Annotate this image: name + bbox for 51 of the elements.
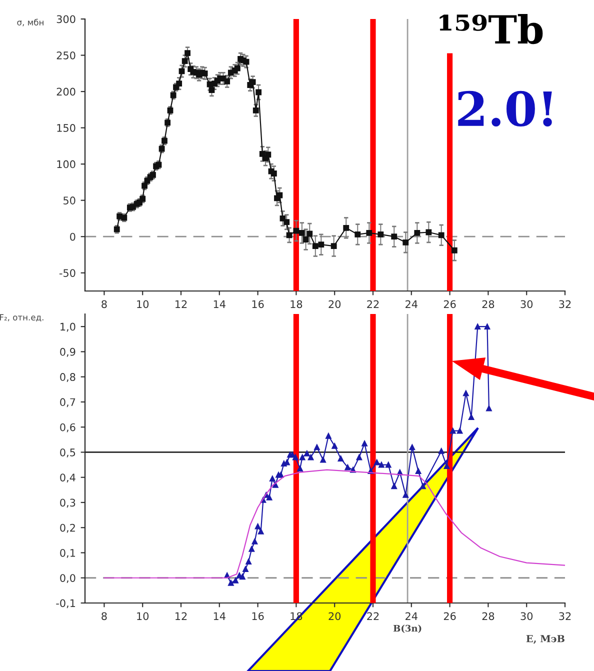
y-tick-label: 1,0 bbox=[60, 322, 76, 332]
y-tick-label: 0,6 bbox=[60, 423, 76, 432]
y-tick-label: 0,3 bbox=[60, 498, 76, 508]
x-tick-label: 28 bbox=[482, 612, 494, 620]
y-tick-label: 200 bbox=[56, 88, 76, 96]
y-tick-label: 0 bbox=[70, 232, 76, 241]
y-tick-label: 0,7 bbox=[60, 398, 76, 408]
y-tick-label: 100 bbox=[57, 160, 76, 168]
x-axis-title: E, МэВ bbox=[526, 635, 564, 644]
y-axis-title: F₂, отн.ед. bbox=[0, 314, 44, 322]
x-tick-label: 16 bbox=[252, 612, 264, 620]
x-tick-label: 20 bbox=[328, 300, 341, 308]
x-tick-label: 16 bbox=[252, 300, 264, 308]
y-tick-label: 50 bbox=[64, 196, 76, 204]
x-tick-label: 8 bbox=[102, 612, 107, 620]
y-tick-label: -50 bbox=[59, 269, 76, 277]
x-tick-label: 32 bbox=[559, 612, 571, 620]
x-tick-label: 14 bbox=[214, 612, 226, 620]
x-tick-label: 18 bbox=[290, 300, 302, 308]
x-tick-label: 10 bbox=[137, 612, 149, 620]
x-tick-label: 28 bbox=[482, 300, 494, 308]
y-tick-label: 0,1 bbox=[60, 548, 76, 558]
ref-line-label: B(3n) bbox=[393, 624, 422, 633]
y-tick-label: 0,9 bbox=[60, 348, 76, 357]
x-tick-label: 20 bbox=[328, 612, 341, 620]
annotation: 2.0! bbox=[458, 90, 552, 127]
chart-title: ¹⁵⁹Tb bbox=[440, 14, 543, 44]
x-tick-label: 8 bbox=[102, 300, 107, 308]
x-tick-label: 12 bbox=[176, 612, 187, 620]
y-tick-label: 250 bbox=[56, 51, 76, 60]
x-tick-label: 32 bbox=[559, 300, 571, 308]
x-tick-label: 24 bbox=[406, 612, 418, 620]
y-tick-label: 0,4 bbox=[60, 474, 76, 483]
y-tick-label: 0,0 bbox=[60, 574, 76, 584]
x-tick-label: 26 bbox=[444, 300, 456, 308]
x-tick-label: 30 bbox=[520, 300, 533, 308]
y-tick-label: 150 bbox=[57, 124, 76, 132]
x-tick-label: 24 bbox=[406, 300, 418, 308]
x-tick-label: 12 bbox=[176, 300, 187, 308]
y-tick-label: 300 bbox=[56, 15, 76, 24]
y-tick-label: 0,5 bbox=[60, 448, 76, 458]
y-tick-label: 0,8 bbox=[60, 373, 76, 382]
y-axis-title: σ, мбн bbox=[17, 18, 44, 26]
x-tick-label: 14 bbox=[214, 300, 226, 308]
y-tick-label: 0,2 bbox=[60, 524, 75, 533]
x-tick-label: 22 bbox=[367, 612, 379, 620]
x-tick-label: 30 bbox=[520, 612, 533, 620]
x-tick-label: 22 bbox=[367, 300, 379, 308]
x-tick-label: 26 bbox=[444, 612, 456, 620]
y-tick-label: -0,1 bbox=[56, 599, 76, 608]
x-tick-label: 10 bbox=[137, 300, 149, 308]
